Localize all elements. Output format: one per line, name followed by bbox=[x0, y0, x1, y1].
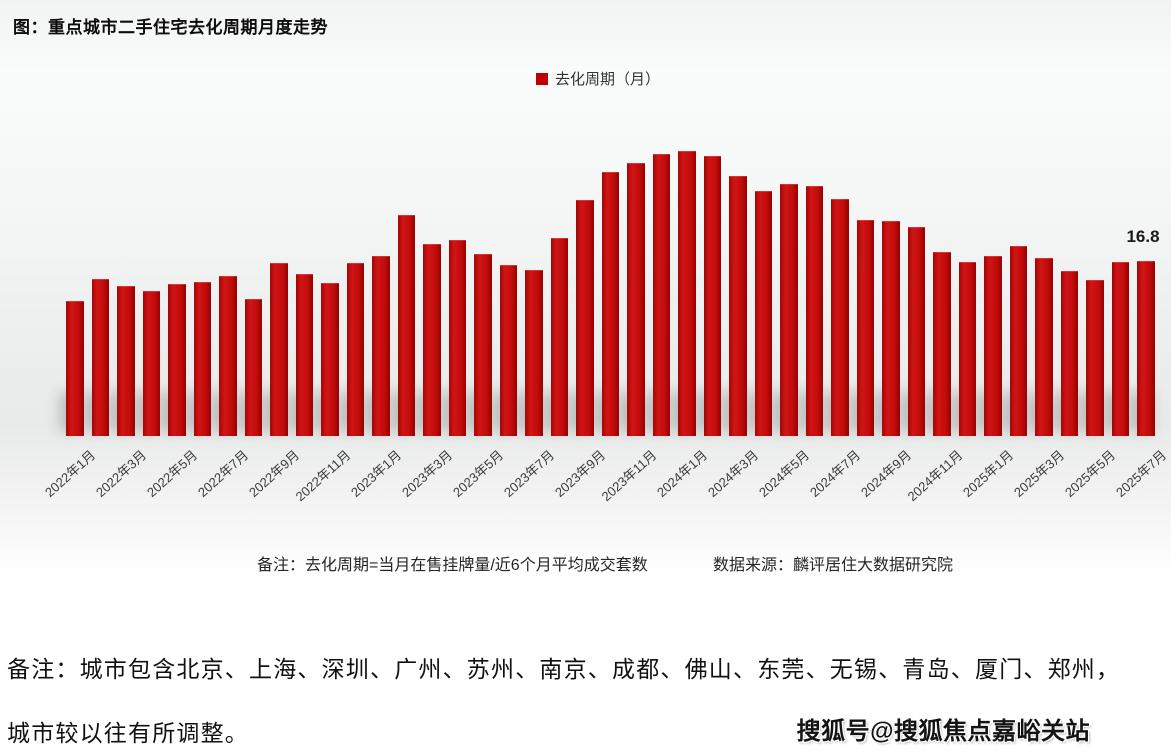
legend-label: 去化周期（月） bbox=[555, 71, 661, 88]
watermark: 搜狐号@搜狐焦点嘉峪关站 bbox=[796, 718, 1090, 745]
bar bbox=[780, 183, 798, 436]
x-axis-label: 2022年5月 bbox=[143, 447, 201, 500]
x-axis-label: 2024年1月 bbox=[653, 447, 711, 500]
x-axis-label: 2025年5月 bbox=[1061, 447, 1119, 500]
bar bbox=[91, 278, 110, 436]
bar bbox=[1035, 257, 1053, 436]
bar bbox=[397, 215, 416, 436]
bar bbox=[499, 265, 518, 436]
bar bbox=[244, 298, 263, 436]
footnote-note: 备注：去化周期=当月在售挂牌量/近6个月平均成交套数 bbox=[257, 557, 648, 574]
remark-line-1: 备注：城市包含北京、上海、深圳、广州、苏州、南京、成都、佛山、东莞、无锡、青岛、… bbox=[7, 657, 1121, 682]
bar bbox=[525, 270, 543, 436]
bar bbox=[703, 155, 722, 436]
x-axis-label: 2025年7月 bbox=[1112, 447, 1170, 500]
bar bbox=[678, 150, 696, 436]
x-axis-label: 2022年11月 bbox=[292, 447, 354, 505]
footnote-source: 数据来源：麟评居住大数据研究院 bbox=[713, 557, 954, 574]
x-axis-label: 2025年3月 bbox=[1010, 447, 1068, 500]
plot-area: 16.8 2022年1月 2022年3月 2022年5月 2022年7月 2022年9月… bbox=[41, 150, 1170, 505]
x-axis-label: 2023年1月 bbox=[347, 447, 405, 500]
bar bbox=[448, 240, 467, 436]
bar bbox=[219, 275, 237, 436]
x-axis-label: 2024年3月 bbox=[704, 447, 762, 500]
x-axis-label: 2023年11月 bbox=[598, 447, 660, 505]
bar bbox=[1137, 261, 1155, 436]
bar bbox=[856, 220, 875, 436]
bar bbox=[142, 291, 161, 436]
bar bbox=[958, 262, 977, 436]
x-axis-label: 2023年5月 bbox=[449, 447, 507, 500]
bar bbox=[193, 281, 212, 436]
bar bbox=[1009, 246, 1028, 436]
bar bbox=[117, 286, 135, 436]
bar bbox=[270, 263, 288, 436]
x-axis-label: 2025年1月 bbox=[959, 447, 1017, 500]
last-bar-value-label: 16.8 bbox=[1126, 227, 1160, 246]
bar bbox=[754, 191, 773, 436]
x-axis-label: 2022年7月 bbox=[194, 447, 252, 500]
x-axis-label: 2022年1月 bbox=[41, 447, 99, 500]
bar bbox=[423, 244, 441, 436]
bar bbox=[601, 172, 620, 436]
bar bbox=[295, 273, 314, 436]
bar bbox=[346, 263, 365, 436]
bar bbox=[652, 153, 671, 436]
bar bbox=[474, 253, 492, 436]
x-axis-label: 2023年3月 bbox=[398, 447, 456, 500]
bar bbox=[66, 300, 84, 436]
x-axis-label: 2024年5月 bbox=[755, 447, 813, 500]
bar bbox=[372, 255, 390, 436]
bar bbox=[1111, 262, 1130, 436]
remark-line-2: 城市较以往有所调整。 bbox=[7, 721, 249, 746]
bar bbox=[576, 199, 594, 436]
x-axis-label: 2022年3月 bbox=[92, 447, 150, 500]
x-axis-label: 2024年7月 bbox=[806, 447, 864, 500]
bar bbox=[933, 251, 951, 436]
bar bbox=[729, 175, 747, 436]
bar bbox=[168, 283, 186, 436]
bar bbox=[907, 226, 926, 436]
legend: 去化周期（月） bbox=[536, 68, 660, 89]
x-axis-label: 2024年11月 bbox=[904, 447, 966, 505]
bar bbox=[1086, 279, 1104, 436]
bar bbox=[321, 282, 339, 436]
bar bbox=[550, 238, 569, 436]
bar bbox=[1060, 271, 1079, 436]
chart-title: 图：重点城市二手住宅去化周期月度走势 bbox=[13, 18, 328, 37]
bar bbox=[831, 198, 849, 436]
chart-panel: 图：重点城市二手住宅去化周期月度走势 去化周期（月） 16.8 2022年1月 2… bbox=[0, 0, 1171, 581]
bar bbox=[882, 221, 900, 436]
bar bbox=[984, 255, 1002, 436]
bar bbox=[805, 186, 824, 436]
legend-swatch-icon bbox=[536, 72, 548, 85]
x-axis-label: 2023年7月 bbox=[500, 447, 558, 500]
bar bbox=[627, 163, 645, 436]
